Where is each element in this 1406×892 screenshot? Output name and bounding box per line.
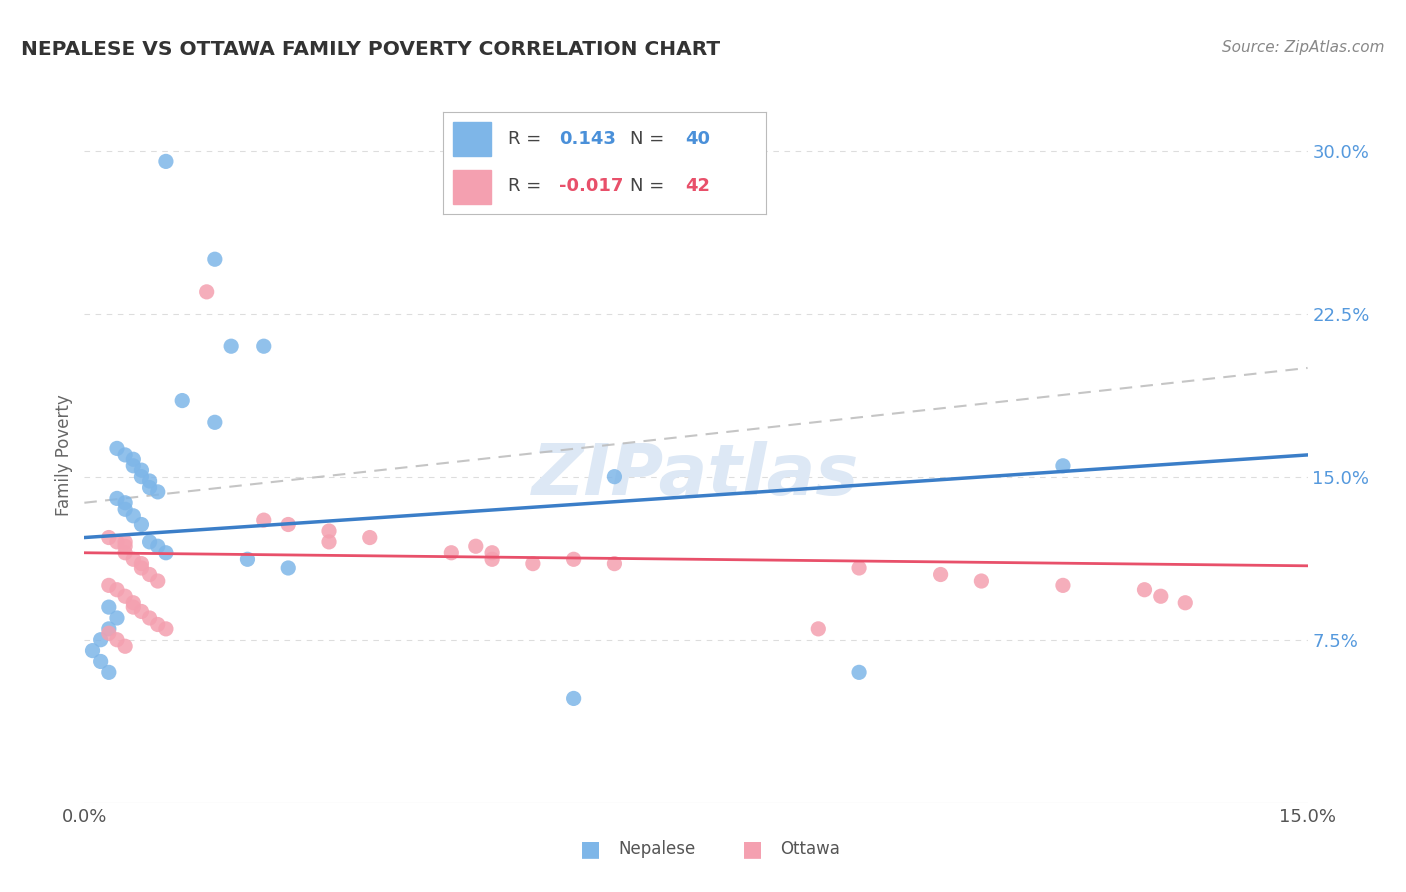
Point bbox=[253, 513, 276, 527]
Point bbox=[131, 517, 153, 532]
Point bbox=[122, 596, 145, 610]
Point bbox=[146, 539, 169, 553]
Text: -0.017: -0.017 bbox=[560, 178, 624, 195]
Text: Ottawa: Ottawa bbox=[780, 840, 841, 858]
Point bbox=[97, 600, 120, 615]
Bar bbox=[453, 170, 492, 204]
Point bbox=[138, 567, 160, 582]
Point bbox=[848, 561, 870, 575]
Text: 42: 42 bbox=[686, 178, 710, 195]
Point bbox=[122, 552, 145, 566]
Point bbox=[195, 285, 218, 299]
Text: Nepalese: Nepalese bbox=[619, 840, 696, 858]
Point bbox=[122, 452, 145, 467]
Point bbox=[146, 574, 169, 588]
Point bbox=[236, 552, 259, 566]
Text: R =: R = bbox=[508, 178, 541, 195]
Point bbox=[105, 611, 128, 625]
Point bbox=[440, 546, 463, 560]
Point bbox=[122, 508, 145, 523]
Point bbox=[105, 442, 128, 456]
Point bbox=[172, 393, 194, 408]
Point bbox=[464, 539, 486, 553]
Point bbox=[138, 611, 160, 625]
Point bbox=[155, 154, 177, 169]
Point bbox=[105, 491, 128, 506]
Text: N =: N = bbox=[630, 178, 665, 195]
Point bbox=[1174, 596, 1197, 610]
Point bbox=[1052, 458, 1074, 473]
Point bbox=[82, 643, 104, 657]
Point bbox=[138, 474, 160, 488]
Text: ZIPatlas: ZIPatlas bbox=[533, 442, 859, 510]
Point bbox=[114, 502, 136, 516]
Text: ■: ■ bbox=[742, 839, 762, 859]
Text: 40: 40 bbox=[686, 130, 710, 148]
Point bbox=[481, 546, 503, 560]
Point bbox=[105, 632, 128, 647]
Point bbox=[131, 561, 153, 575]
Point bbox=[522, 557, 544, 571]
Point bbox=[114, 639, 136, 653]
Point bbox=[146, 484, 169, 499]
Point bbox=[97, 622, 120, 636]
Text: ■: ■ bbox=[581, 839, 600, 859]
Point bbox=[204, 252, 226, 267]
Text: R =: R = bbox=[508, 130, 547, 148]
Bar bbox=[453, 122, 492, 155]
Point bbox=[359, 531, 381, 545]
Point bbox=[97, 626, 120, 640]
Point bbox=[131, 463, 153, 477]
Point bbox=[138, 535, 160, 549]
Point bbox=[105, 535, 128, 549]
Point bbox=[562, 552, 585, 566]
Point bbox=[97, 665, 120, 680]
Point bbox=[90, 655, 112, 669]
Point bbox=[114, 535, 136, 549]
Point bbox=[219, 339, 242, 353]
Point bbox=[1133, 582, 1156, 597]
Point bbox=[131, 557, 153, 571]
Point bbox=[114, 448, 136, 462]
Point bbox=[122, 458, 145, 473]
Text: Source: ZipAtlas.com: Source: ZipAtlas.com bbox=[1222, 40, 1385, 55]
Point bbox=[146, 617, 169, 632]
Point bbox=[131, 605, 153, 619]
Text: N =: N = bbox=[630, 130, 665, 148]
Point bbox=[155, 546, 177, 560]
Point bbox=[1150, 589, 1173, 603]
Point bbox=[277, 561, 299, 575]
Point bbox=[603, 557, 626, 571]
Point bbox=[481, 552, 503, 566]
Point bbox=[97, 578, 120, 592]
Point bbox=[90, 632, 112, 647]
Point bbox=[131, 469, 153, 483]
Point bbox=[562, 691, 585, 706]
Point bbox=[97, 531, 120, 545]
Text: 0.143: 0.143 bbox=[560, 130, 616, 148]
Y-axis label: Family Poverty: Family Poverty bbox=[55, 394, 73, 516]
Point bbox=[105, 582, 128, 597]
Point bbox=[155, 622, 177, 636]
Point bbox=[277, 517, 299, 532]
Point bbox=[807, 622, 830, 636]
Point bbox=[122, 600, 145, 615]
Point bbox=[138, 481, 160, 495]
Point bbox=[318, 524, 340, 538]
Point bbox=[114, 539, 136, 553]
Point bbox=[848, 665, 870, 680]
Point bbox=[253, 339, 276, 353]
Point bbox=[114, 589, 136, 603]
Point bbox=[603, 469, 626, 483]
Point bbox=[318, 535, 340, 549]
Point bbox=[1052, 578, 1074, 592]
Point bbox=[114, 496, 136, 510]
Point bbox=[929, 567, 952, 582]
Text: NEPALESE VS OTTAWA FAMILY POVERTY CORRELATION CHART: NEPALESE VS OTTAWA FAMILY POVERTY CORREL… bbox=[21, 40, 720, 59]
Point bbox=[204, 415, 226, 429]
Point bbox=[114, 546, 136, 560]
Point bbox=[970, 574, 993, 588]
